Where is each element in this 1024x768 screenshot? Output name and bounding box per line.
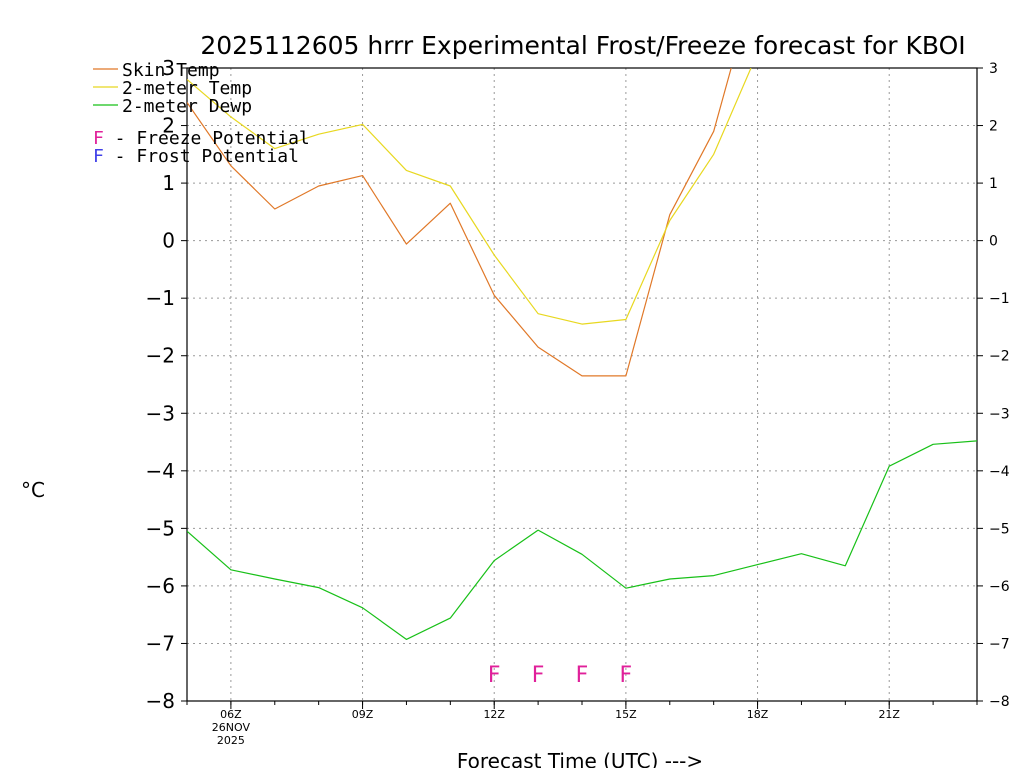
y-tick-label-left: −1 (146, 286, 175, 310)
y-tick-label-right: −8 (989, 694, 1010, 710)
legend-freeze-text: - Freeze Potential (104, 128, 310, 149)
y-tick-label-right: 3 (989, 61, 998, 77)
legend-label-2m-temp: 2-meter Temp (122, 78, 252, 99)
y-tick-label-right: −5 (989, 521, 1010, 537)
y-tick-label-left: 3 (162, 56, 175, 80)
legend-freeze-potential: F - Freeze Potential (93, 128, 310, 149)
x-axis-label: Forecast Time (UTC) ---> (457, 749, 703, 768)
y-axis-left: 3 2 1 0 −1 −2 −3 −4 −5 −6 −7 −8 (146, 56, 187, 713)
y-tick-label-left: 2 (162, 114, 175, 138)
y-tick-label-left: 1 (162, 171, 175, 195)
legend-frost-potential: F - Frost Potential (93, 146, 299, 167)
y-tick-label-left: −5 (146, 516, 175, 540)
y-tick-label-right: −4 (989, 464, 1010, 480)
y-tick-label-left: −6 (146, 574, 175, 598)
x-tick-label: 09Z (352, 708, 374, 721)
x-tick-label: 15Z (615, 708, 637, 721)
x-tick-label: 06Z (220, 708, 242, 721)
series-line-2-meter-dewp (187, 440, 977, 641)
legend-2m-temp: 2-meter Temp (93, 78, 252, 99)
y-tick-label-left: −7 (146, 631, 175, 655)
y-tick-label-left: −4 (146, 459, 175, 483)
y-tick-label-right: −6 (989, 579, 1010, 595)
y-tick-label-left: −3 (146, 401, 175, 425)
legend: Skin Temp 2-meter Temp 2-meter Dewp F - … (93, 60, 310, 167)
y-tick-label-right: 2 (989, 119, 998, 135)
freeze-flag: F (488, 663, 501, 688)
legend-freeze-symbol: F (93, 128, 104, 149)
x-tick-label: 18Z (747, 708, 769, 721)
legend-frost-symbol: F (93, 146, 104, 167)
y-axis-right: 3 2 1 0 −1 −2 −3 −4 −5 −6 −7 −8 (977, 61, 1010, 710)
y-tick-label-right: 1 (989, 176, 998, 192)
legend-2m-dewp: 2-meter Dewp (93, 96, 252, 117)
freeze-flag: F (576, 663, 589, 688)
y-tick-label-right: −2 (989, 349, 1010, 365)
chart-title: 2025112605 hrrr Experimental Frost/Freez… (200, 31, 965, 60)
x-tick-label: 12Z (483, 708, 505, 721)
y-tick-label-right: 0 (989, 234, 998, 250)
legend-frost-text: - Frost Potential (104, 146, 299, 167)
freeze-flag: F (532, 663, 545, 688)
series-line-skin-temp (187, 68, 732, 377)
y-tick-label-left: −2 (146, 344, 175, 368)
y-tick-label-right: −7 (989, 636, 1010, 652)
legend-label-skin-temp: Skin Temp (122, 60, 220, 81)
x-tick-label: 21Z (878, 708, 900, 721)
x-tick-date: 26NOV (212, 721, 251, 734)
freeze-flag: F (620, 663, 633, 688)
x-tick-year: 2025 (217, 734, 245, 747)
y-tick-label-right: −1 (989, 291, 1010, 307)
series-layer (187, 68, 977, 641)
y-tick-label-left: 0 (162, 229, 175, 253)
legend-label-2m-dewp: 2-meter Dewp (122, 96, 252, 117)
y-tick-label-left: −8 (146, 689, 175, 713)
y-tick-label-right: −3 (989, 406, 1010, 422)
y-axis-label: °C (21, 478, 45, 502)
legend-skin-temp: Skin Temp (93, 60, 220, 81)
series-line-2-meter-temp (187, 68, 752, 325)
